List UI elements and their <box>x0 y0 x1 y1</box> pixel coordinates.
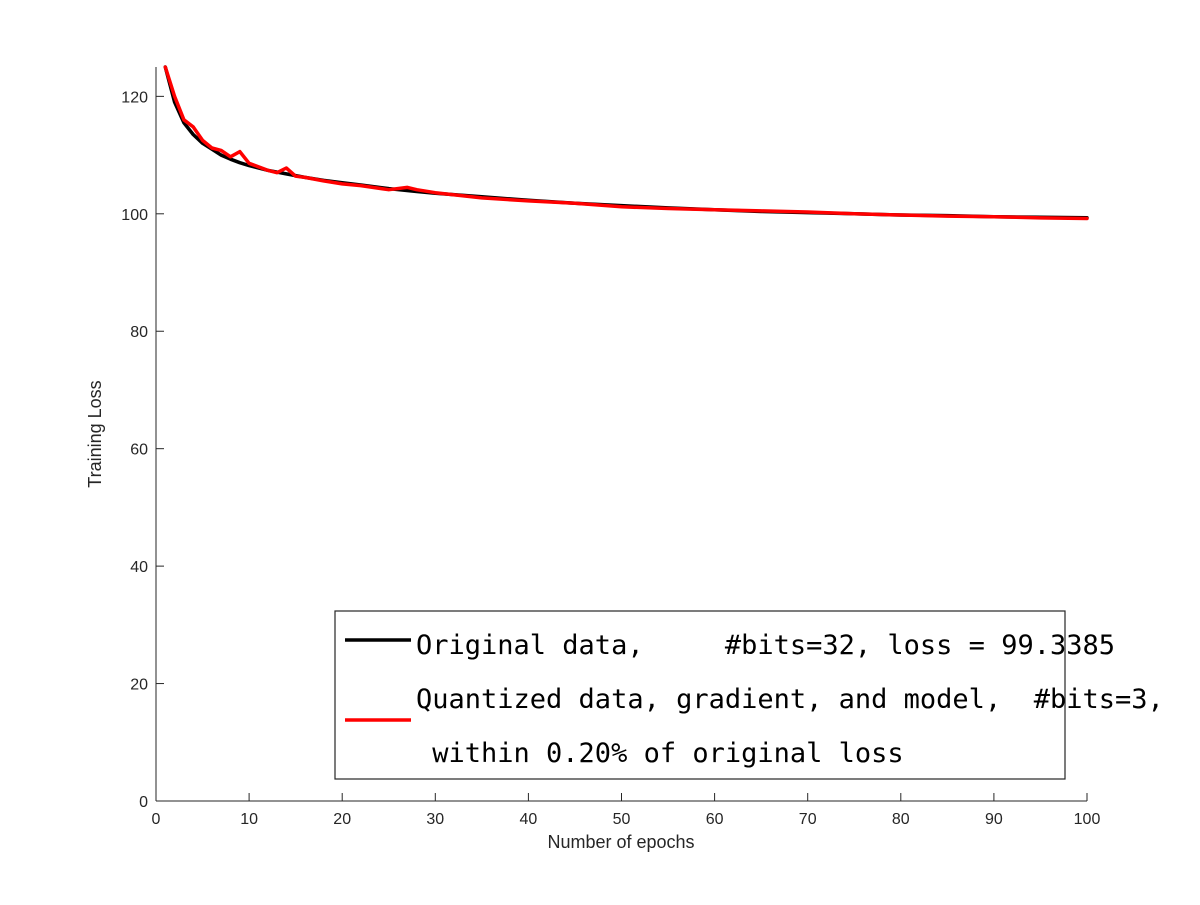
x-tick-label: 20 <box>333 811 351 828</box>
x-ticks: 0 10 20 30 40 50 60 70 80 90 100 <box>152 793 1101 828</box>
y-tick-label: 20 <box>130 677 148 694</box>
y-tick-label: 60 <box>130 442 148 459</box>
series-layer <box>163 65 1089 221</box>
x-axis-title: Number of epochs <box>547 832 694 852</box>
series-line-original <box>163 65 1089 220</box>
y-tick-label: 80 <box>130 324 148 341</box>
x-tick-label: 80 <box>892 811 910 828</box>
x-tick-label: 50 <box>613 811 631 828</box>
y-axis-title: Training Loss <box>85 380 105 487</box>
y-tick-label: 0 <box>139 794 148 811</box>
y-tick-label: 40 <box>130 559 148 576</box>
y-tick-label: 120 <box>121 89 148 106</box>
legend-label-quantized-line1: Quantized data, gradient, and model, #bi… <box>416 684 1164 715</box>
legend-label-original: Original data, #bits=32, loss = 99.3385 <box>416 630 1115 661</box>
series-line-quantized <box>163 65 1089 221</box>
x-tick-label: 60 <box>706 811 724 828</box>
y-ticks: 0 20 40 60 80 100 120 <box>121 89 164 811</box>
legend-label-quantized-line2: within 0.20% of original loss <box>416 738 904 769</box>
legend: Original data, #bits=32, loss = 99.3385 … <box>334 610 1164 780</box>
legend-box <box>334 610 1066 780</box>
x-tick-label: 40 <box>520 811 538 828</box>
x-tick-label: 30 <box>426 811 444 828</box>
x-tick-label: 10 <box>240 811 258 828</box>
x-tick-label: 100 <box>1074 811 1101 828</box>
x-tick-label: 0 <box>152 811 161 828</box>
x-tick-label: 90 <box>985 811 1003 828</box>
y-tick-label: 100 <box>121 207 148 224</box>
x-tick-label: 70 <box>799 811 817 828</box>
